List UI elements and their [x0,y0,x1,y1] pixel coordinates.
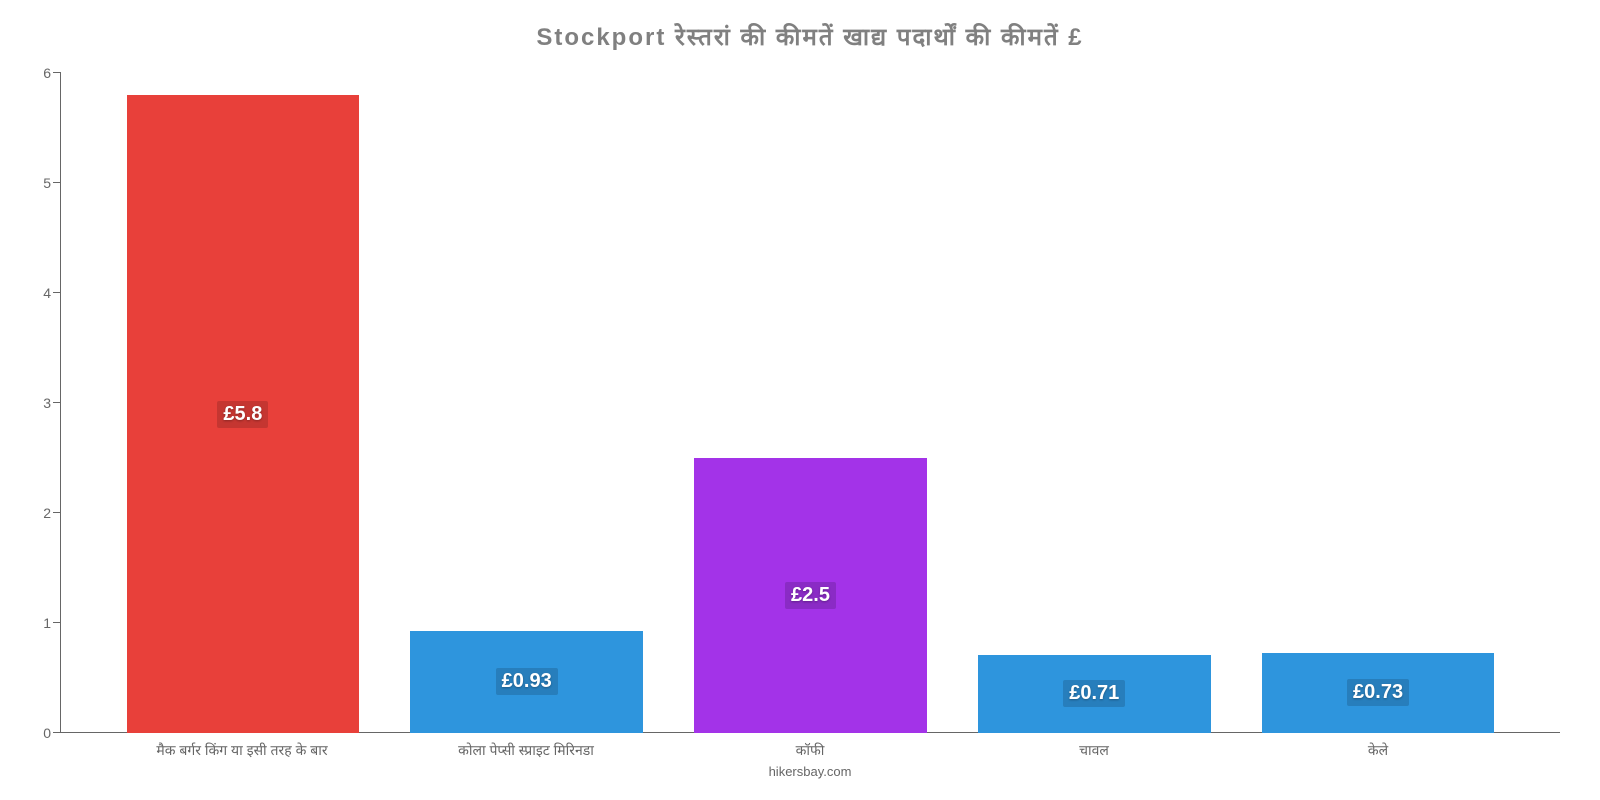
x-tick-label: कॉफी [668,741,952,760]
y-tick [53,622,61,623]
x-tick-label: कोला पेप्सी स्प्राइट मिरिनडा [384,741,668,760]
y-tick-label: 5 [21,175,51,191]
y-tick-label: 3 [21,395,51,411]
bar: £0.71 [978,655,1211,733]
bar-slot: £0.93 [385,73,669,733]
bar-slot: £0.73 [1236,73,1520,733]
x-axis-labels: मैक बर्गर किंग या इसी तरह के बारकोला पेप… [60,733,1560,760]
y-tick-label: 0 [21,725,51,741]
bar-value-label: £5.8 [217,401,268,428]
y-tick [53,72,61,73]
bar: £0.73 [1262,653,1495,733]
bar-slot: £5.8 [101,73,385,733]
y-tick-label: 1 [21,615,51,631]
x-tick-label: केले [1236,741,1520,760]
y-tick-label: 2 [21,505,51,521]
y-tick [53,402,61,403]
y-tick [53,732,61,733]
y-tick [53,512,61,513]
bar-value-label: £2.5 [785,582,836,609]
chart-title: Stockport रेस्तरां की कीमतें खाद्य पदार्… [60,20,1560,53]
price-bar-chart: Stockport रेस्तरां की कीमतें खाद्य पदार्… [0,0,1600,800]
y-tick [53,292,61,293]
y-tick-label: 6 [21,65,51,81]
bars-group: £5.8 £0.93 £2.5 £0.71 £0.73 [61,73,1560,733]
plot-area: 0123456 £5.8£0.93£2.5£0.71£0.73 [60,73,1560,733]
bar: £0.93 [410,631,643,733]
bar: £5.8 [127,95,360,733]
x-tick-label: मैक बर्गर किंग या इसी तरह के बार [100,741,384,760]
y-tick [53,182,61,183]
bar-value-label: £0.73 [1347,679,1409,706]
bar-value-label: £0.93 [496,668,558,695]
bar-value-label: £0.71 [1063,680,1125,707]
x-tick-label: चावल [952,741,1236,760]
bar-slot: £2.5 [669,73,953,733]
attribution-text: hikersbay.com [60,764,1560,779]
bar-slot: £0.71 [952,73,1236,733]
y-tick-label: 4 [21,285,51,301]
bar: £2.5 [694,458,927,733]
